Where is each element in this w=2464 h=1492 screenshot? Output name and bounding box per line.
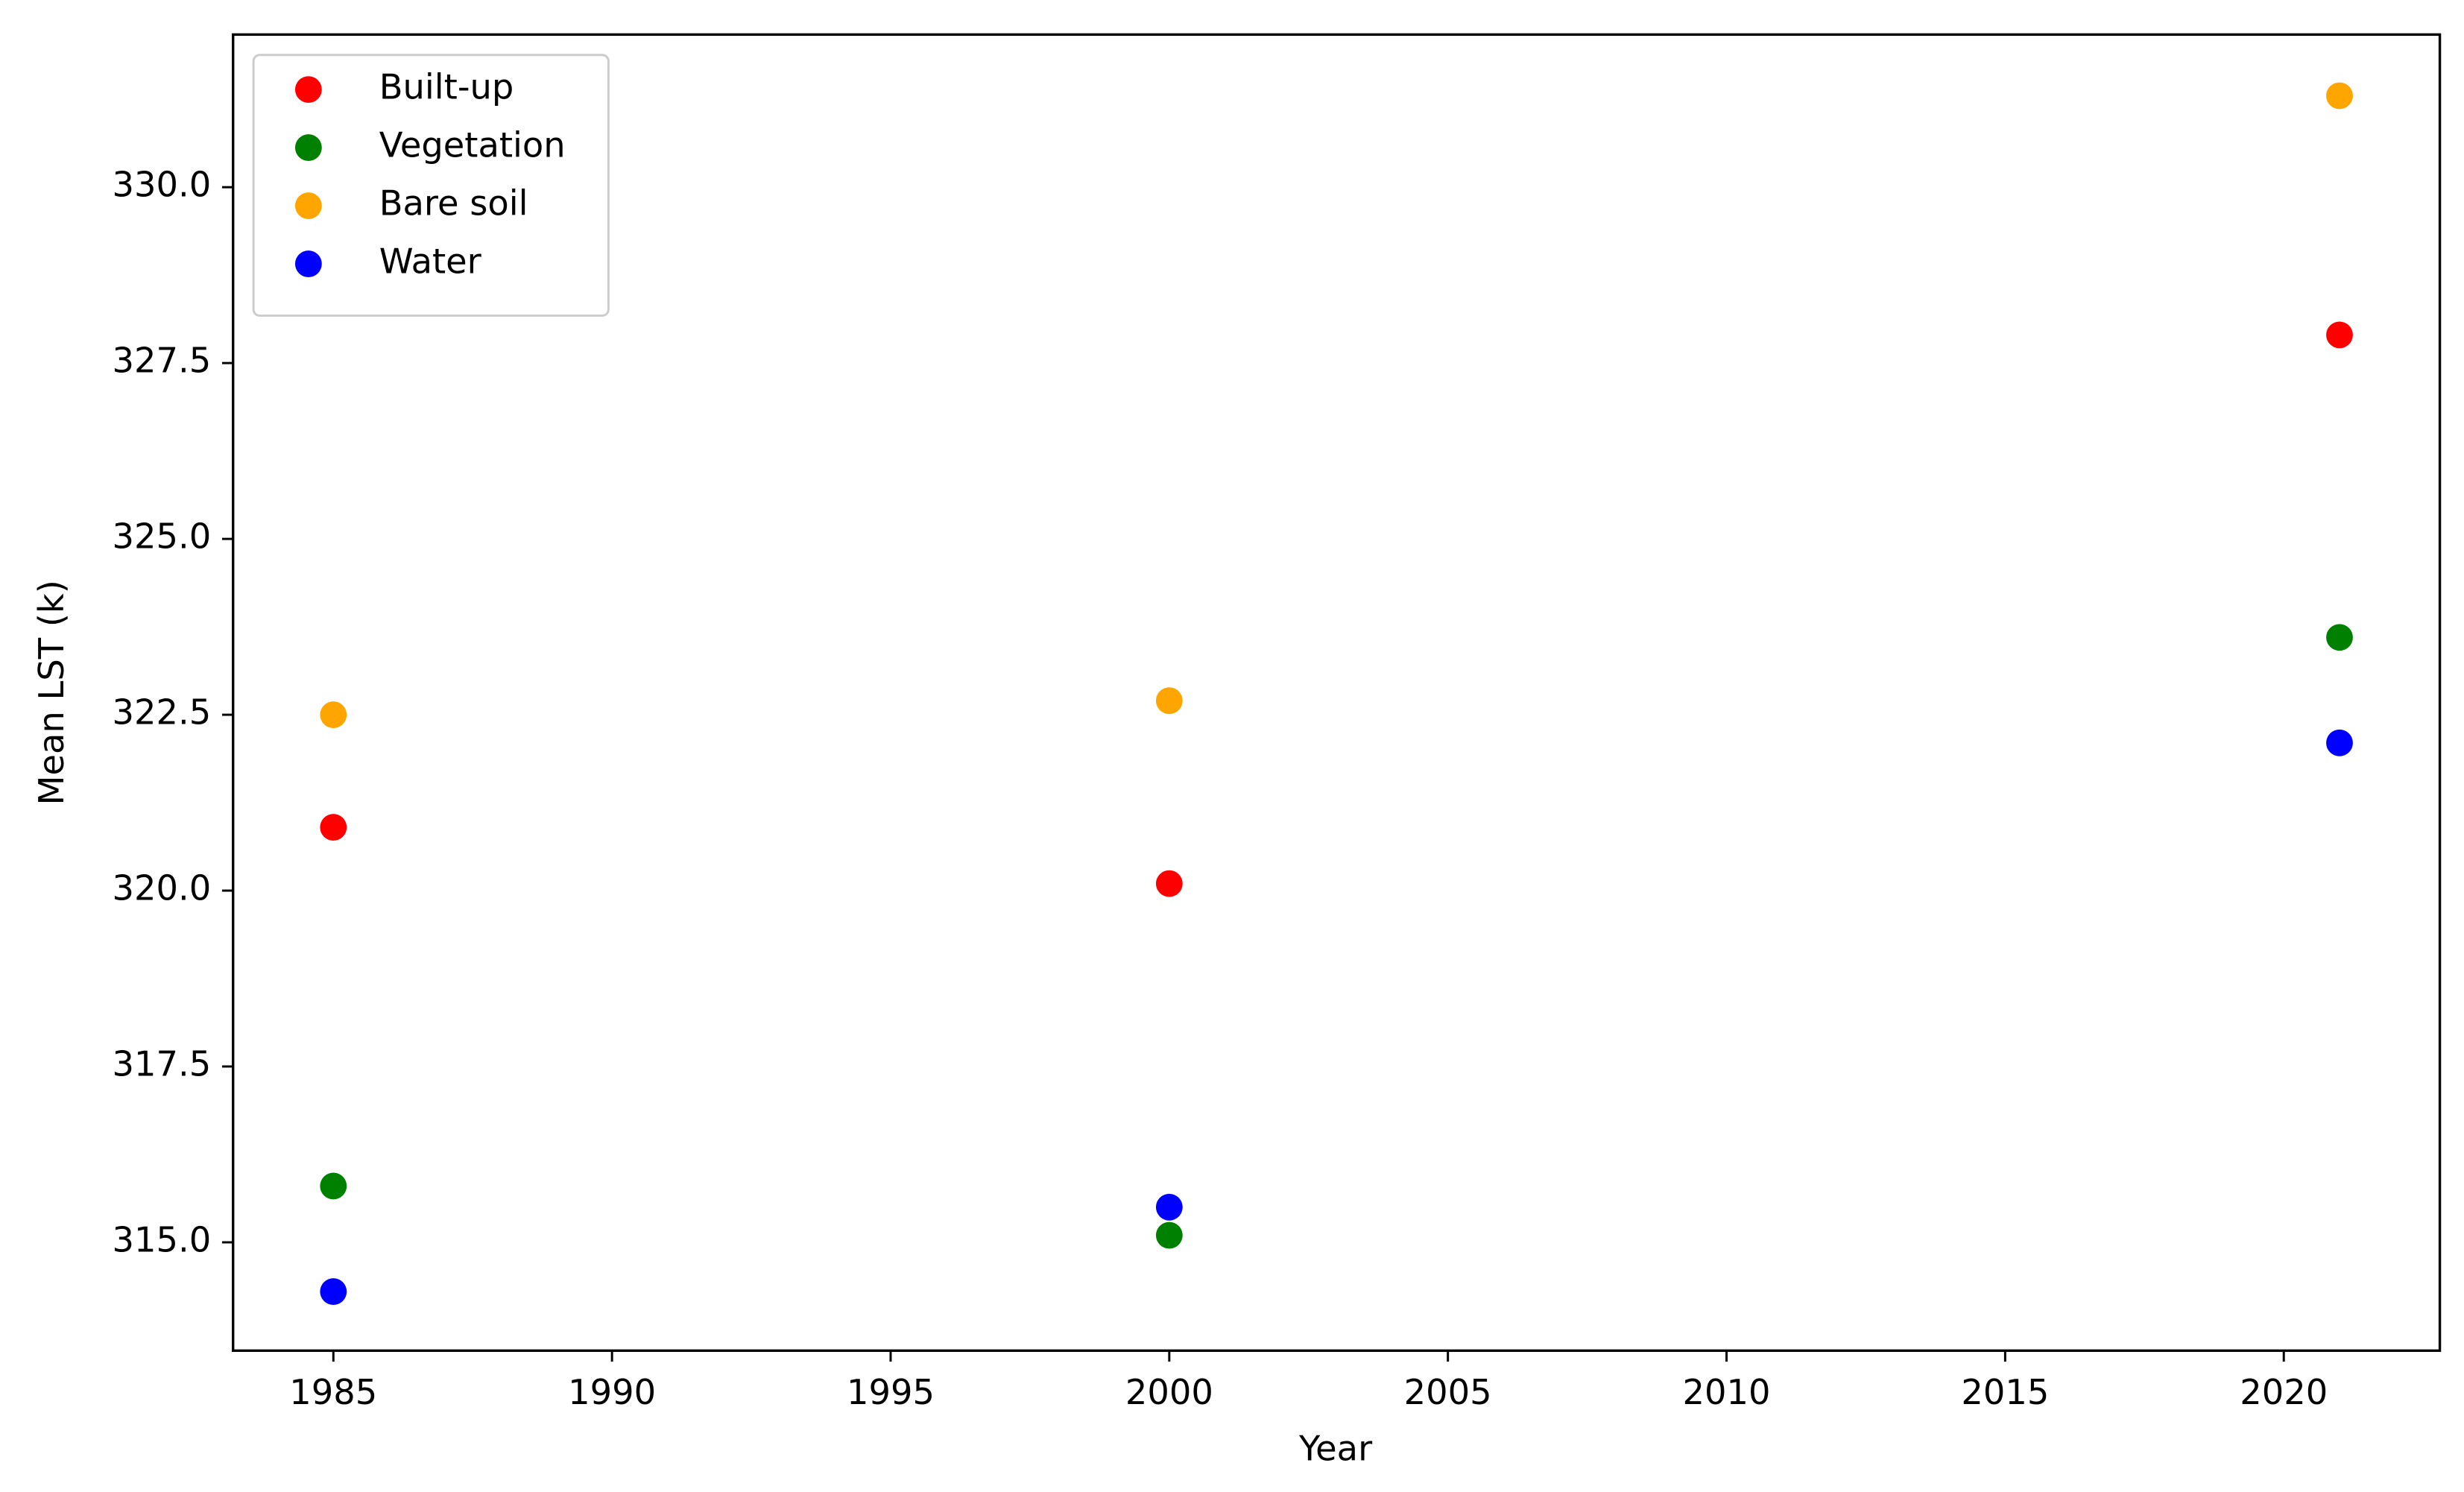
y-tick-label: 322.5 [112,692,211,733]
legend-marker [294,192,322,219]
point [1155,1221,1183,1249]
y-axis-label: Mean LST (k) [31,580,72,805]
point [2326,729,2353,756]
x-tick-label: 2020 [2240,1372,2328,1412]
x-tick-label: 2010 [1683,1372,1771,1412]
x-tick-label: 2015 [1961,1372,2049,1412]
point [320,814,347,841]
y-tick-label: 325.0 [112,516,211,557]
x-axis-label: Year [1298,1429,1373,1469]
legend-marker [294,250,322,277]
legend-label: Vegetation [379,125,566,165]
point [320,1172,347,1200]
point [1155,870,1183,897]
point [320,1278,347,1305]
legend-marker [294,134,322,162]
point [2326,321,2353,349]
y-tick-label: 320.0 [112,868,211,908]
point [2326,624,2353,651]
y-tick-label: 330.0 [112,165,211,205]
legend-label: Bare soil [379,183,528,224]
plot-frame [232,33,2442,1353]
legend-label: Water [379,241,482,282]
legend-marker [294,76,322,104]
x-tick-label: 2005 [1404,1372,1492,1412]
legend-label: Built-up [379,67,514,107]
point [1155,687,1183,715]
x-tick-label: 2000 [1125,1372,1213,1412]
point [1155,1193,1183,1221]
y-tick-label: 315.0 [112,1219,211,1259]
y-tick-label: 327.5 [112,341,211,381]
point [2326,82,2353,110]
x-tick-label: 1985 [289,1372,377,1412]
y-tick-label: 317.5 [112,1044,211,1084]
x-tick-label: 1995 [847,1372,935,1412]
point [320,701,347,728]
x-tick-label: 1990 [568,1372,656,1412]
legend-box [252,54,610,317]
